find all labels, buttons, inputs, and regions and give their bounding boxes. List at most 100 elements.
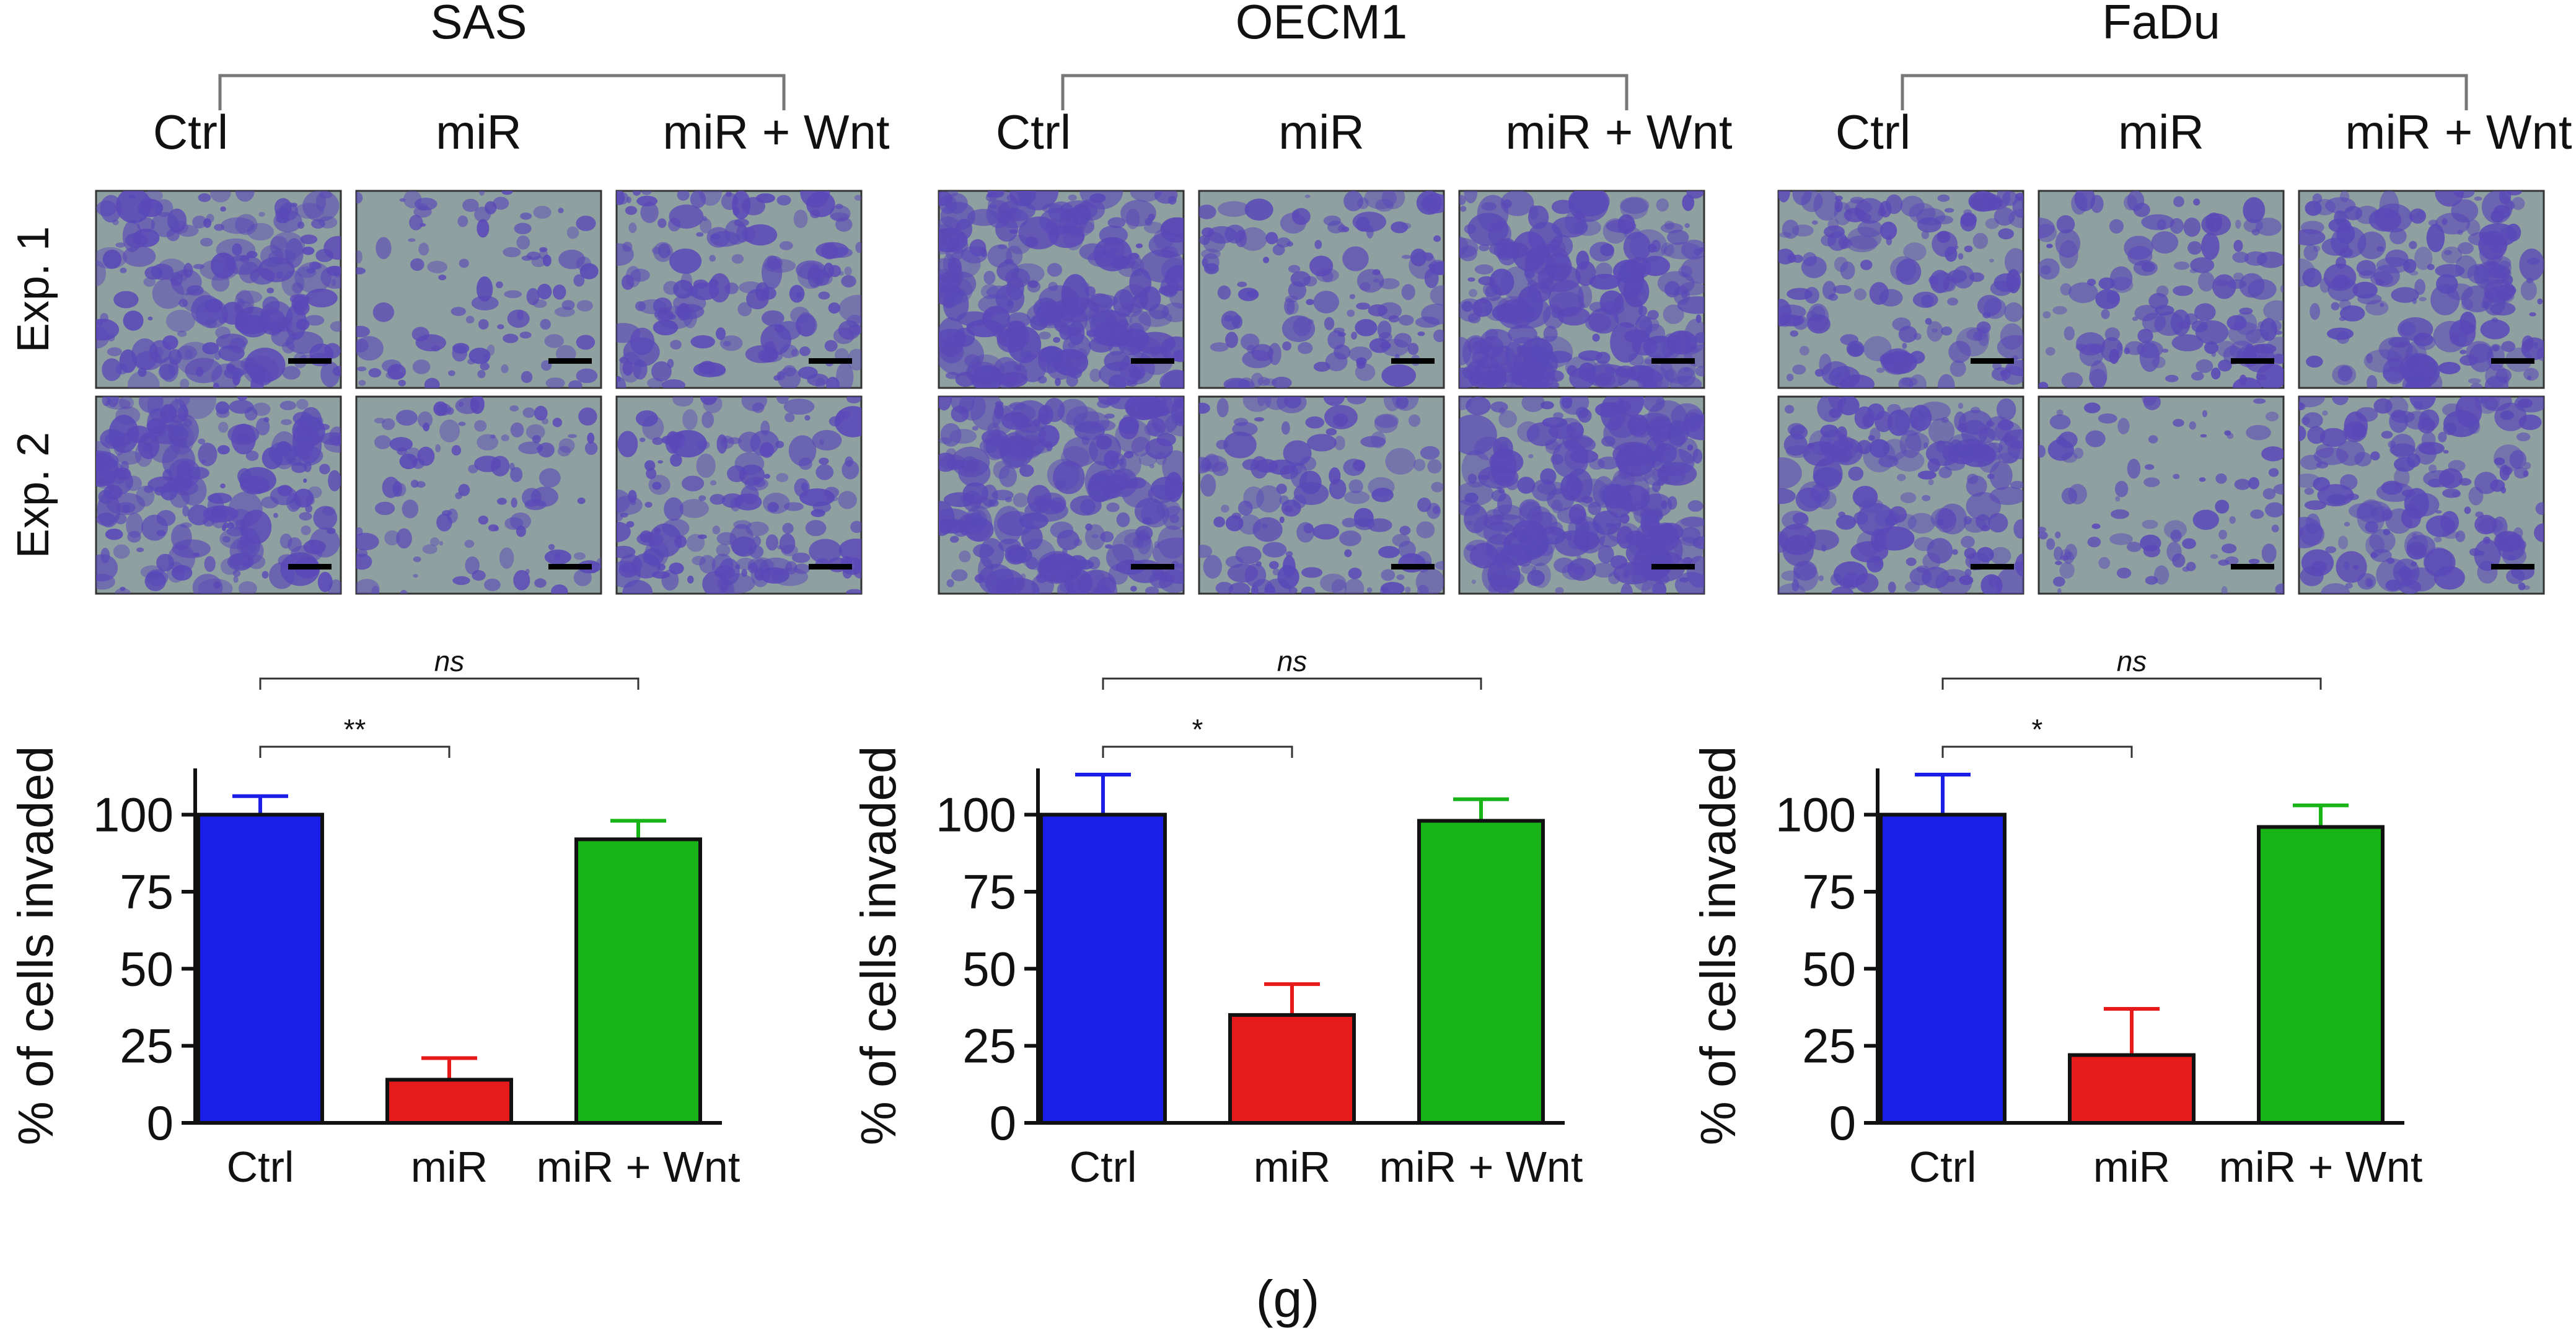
significance-label: **	[344, 713, 366, 745]
scale-bar	[1971, 564, 2014, 569]
significance-bracket	[259, 677, 640, 690]
micrograph-exp1	[615, 190, 863, 389]
condition-label: miR	[2118, 105, 2204, 159]
scale-bar	[2231, 564, 2274, 569]
cell-line-title: FaDu	[2102, 0, 2220, 49]
y-tick-label: 100	[1775, 788, 1856, 842]
bar-chart: 0 25 50 75 100 % of cells invaded Ctrl miR miR +…	[1690, 645, 2422, 1191]
stain-blobs	[96, 191, 341, 388]
condition-label: miR + Wnt	[662, 105, 890, 159]
y-axis-title: % of cells invaded	[8, 746, 63, 1146]
condition-label: miR + Wnt	[2345, 105, 2572, 159]
y-axis-title: % of cells invaded	[851, 746, 906, 1146]
condition-label: miR + Wnt	[1505, 105, 1733, 159]
micrograph-exp1	[2038, 190, 2285, 389]
y-tick-label: 0	[147, 1096, 174, 1150]
micrograph-exp1	[938, 190, 1185, 389]
significance-label: *	[1192, 713, 1203, 745]
significance-label: *	[2032, 713, 2043, 745]
y-tick-label: 100	[936, 788, 1016, 842]
scale-bar	[288, 358, 332, 364]
cell-line-title: SAS	[430, 0, 527, 49]
micrograph-exp2	[2038, 395, 2285, 595]
micrograph-exp2	[1198, 395, 1445, 595]
stain-blobs	[939, 397, 1184, 594]
scale-bar	[1131, 358, 1174, 364]
micrograph-exp1	[1198, 190, 1445, 389]
bar-mir-wnt	[1417, 819, 1545, 1125]
micrograph-exp2	[95, 395, 342, 595]
y-axis-title: % of cells invaded	[1690, 746, 1746, 1146]
stain-blobs	[2299, 397, 2544, 594]
significance-label: ns	[1277, 645, 1308, 677]
title-bracket	[1061, 74, 1629, 110]
significance-bracket	[259, 745, 451, 758]
micrograph-exp2	[355, 395, 602, 595]
significance-bracket	[1102, 745, 1293, 758]
y-tick-label: 0	[1829, 1096, 1856, 1150]
stain-blobs	[1459, 397, 1704, 594]
stain-blobs	[617, 191, 861, 388]
stain-blobs	[1459, 191, 1704, 388]
y-tick-label: 50	[120, 941, 174, 996]
row-label: Exp. 2	[9, 432, 58, 558]
y-tick-label: 100	[93, 788, 174, 842]
micrograph-exp2	[615, 395, 863, 595]
bar-mir-wnt	[574, 837, 702, 1125]
scale-bar	[809, 358, 852, 364]
bar-mir	[1228, 1013, 1356, 1125]
y-tick-label: 75	[962, 864, 1016, 919]
stain-blobs	[2299, 191, 2544, 388]
significance-bracket	[1941, 677, 2322, 690]
micrograph-exp1	[95, 190, 342, 389]
stain-blobs	[1778, 397, 2023, 594]
significance-bracket	[1102, 677, 1482, 690]
scale-bar	[548, 358, 592, 364]
stain-blobs	[2039, 397, 2284, 594]
bar-ctrl	[196, 812, 324, 1125]
scale-bar	[1651, 564, 1695, 569]
scale-bar	[1131, 564, 1174, 569]
y-tick-label: 25	[962, 1019, 1016, 1073]
bar-mir	[385, 1078, 513, 1125]
bar-chart: 0 25 50 75 100 % of cells invaded Ctrl miR miR +…	[8, 645, 740, 1191]
panel-oecm1: OECM1 Ctrl miR miR + Wnt 0 25 50 75 100 % of cell…	[851, 0, 1733, 1191]
scale-bar	[2231, 358, 2274, 364]
panel-fadu: FaDu Ctrl miR miR + Wnt 0 25 50 75 100 % of cells…	[1690, 0, 2572, 1191]
panel-label: (g)	[1256, 1270, 1320, 1328]
y-tick-label: 0	[990, 1096, 1016, 1150]
micrograph-exp2	[2298, 395, 2545, 595]
y-tick-label: 25	[1802, 1019, 1856, 1073]
significance-label: ns	[2117, 645, 2147, 677]
x-category-label: miR	[1254, 1143, 1330, 1191]
y-tick-label: 25	[120, 1019, 174, 1073]
condition-label: Ctrl	[996, 105, 1071, 159]
micrograph-exp2	[938, 395, 1185, 595]
micrograph-exp1	[355, 190, 602, 389]
y-tick-label: 75	[120, 864, 174, 919]
cell-line-title: OECM1	[1236, 0, 1407, 49]
title-bracket	[1901, 74, 2468, 110]
x-category-label: Ctrl	[1909, 1143, 1977, 1191]
micrograph-exp1	[2298, 190, 2545, 389]
condition-label: miR	[1278, 105, 1365, 159]
micrograph-exp1	[1777, 190, 2024, 389]
x-category-label: miR	[2093, 1143, 2170, 1191]
bar-ctrl	[1879, 812, 2007, 1125]
stain-blobs	[1778, 191, 2023, 388]
scale-bar	[1391, 358, 1435, 364]
x-category-label: miR + Wnt	[1379, 1143, 1583, 1191]
scale-bar	[2491, 358, 2534, 364]
x-category-label: miR + Wnt	[2219, 1143, 2423, 1191]
y-tick-label: 50	[1802, 941, 1856, 996]
x-category-label: Ctrl	[1070, 1143, 1137, 1191]
title-bracket	[218, 74, 786, 110]
significance-label: ns	[434, 645, 465, 677]
x-category-label: Ctrl	[227, 1143, 294, 1191]
stain-blobs	[2039, 191, 2284, 388]
bar-ctrl	[1039, 812, 1167, 1125]
x-category-label: miR + Wnt	[537, 1143, 741, 1191]
scale-bar	[1651, 358, 1695, 364]
scale-bar	[288, 564, 332, 569]
